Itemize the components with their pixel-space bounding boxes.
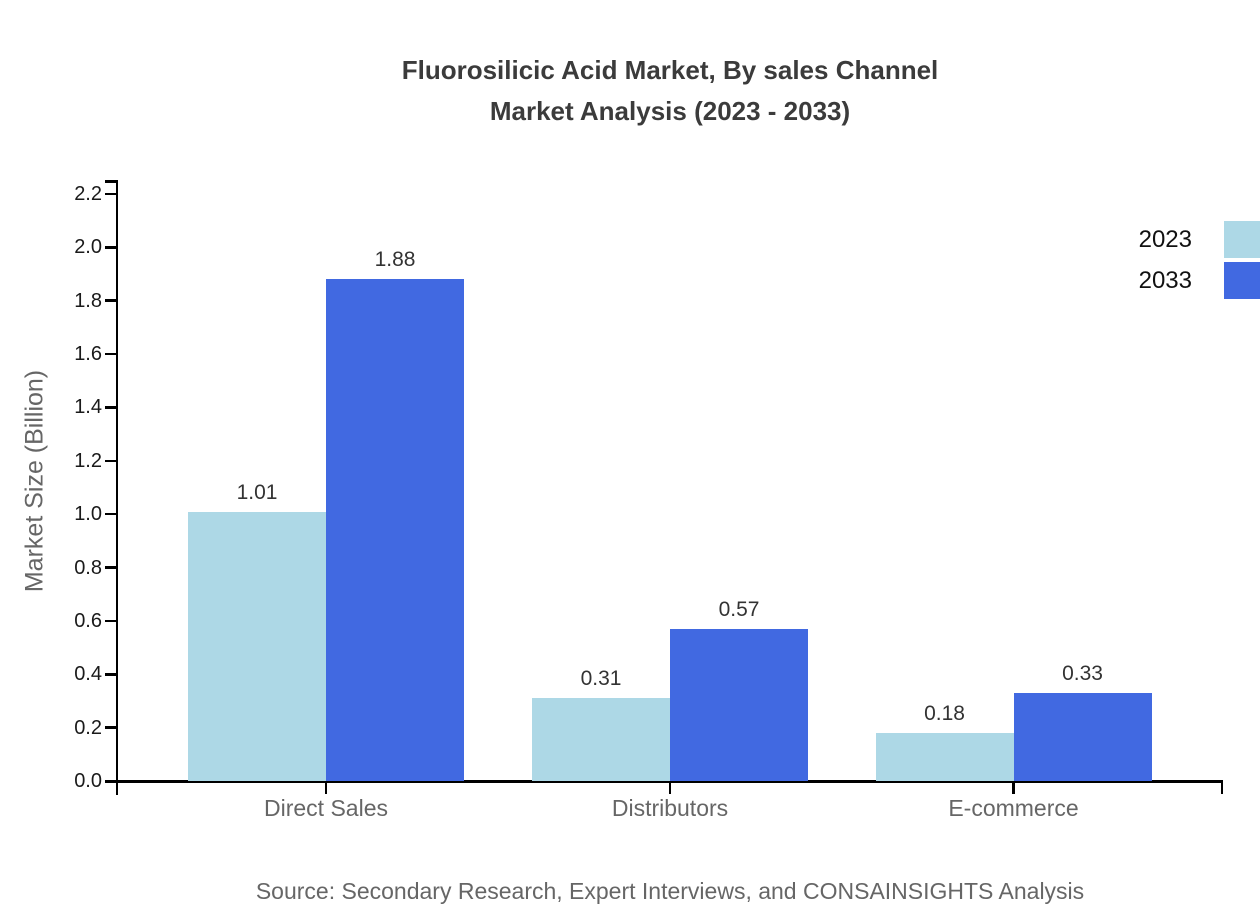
y-tick <box>105 299 118 302</box>
x-axis-spine <box>105 780 1223 783</box>
bar-2023-distributors <box>532 698 670 781</box>
bar-value-label: 0.57 <box>718 597 760 621</box>
bar-2023-direct-sales <box>188 511 326 781</box>
y-tick <box>105 352 118 356</box>
y-tick-label: 1.4 <box>74 396 102 419</box>
bar-value-label: 1.01 <box>236 480 278 504</box>
y-tick-label: 2.2 <box>74 182 102 205</box>
source-note: Source: Secondary Research, Expert Inter… <box>255 878 1085 904</box>
x-axis-end-tick <box>1220 781 1223 794</box>
x-category-label: Distributors <box>611 795 729 821</box>
y-tick-label: 1.8 <box>74 289 102 312</box>
y-tick <box>105 779 118 783</box>
bar-value-label: 0.33 <box>1062 661 1103 685</box>
bar-2033-direct-sales <box>326 279 464 781</box>
x-tick <box>1012 781 1015 794</box>
legend-swatch <box>1224 262 1260 299</box>
y-tick-label: 1.6 <box>74 343 102 366</box>
y-axis-end-tick <box>105 180 118 183</box>
x-category-label: Direct Sales <box>264 795 388 821</box>
legend-swatch <box>1224 221 1260 258</box>
y-tick-label: 0.6 <box>74 609 102 632</box>
y-tick <box>105 459 118 463</box>
legend-label: 2023 <box>1138 225 1192 253</box>
chart-title: Fluorosilicic Acid Market, By sales Chan… <box>80 50 1260 132</box>
bar-2033-distributors <box>670 628 808 781</box>
bar-value-label: 1.88 <box>374 248 416 272</box>
y-axis-spine <box>115 181 118 795</box>
y-tick <box>105 406 118 409</box>
y-tick-label: 0.0 <box>74 770 102 792</box>
y-tick-label: 2.0 <box>74 236 102 259</box>
bar-value-label: 0.31 <box>580 667 622 691</box>
x-category-label: E-commerce <box>948 795 1079 821</box>
y-tick-label: 1.0 <box>74 503 102 526</box>
bar-value-label: 0.18 <box>924 701 965 725</box>
y-tick-label: 0.8 <box>74 556 102 579</box>
y-tick <box>105 673 118 676</box>
bar-2033-e-commerce <box>1013 692 1152 781</box>
y-tick <box>105 192 118 196</box>
y-tick <box>105 512 118 516</box>
legend-label: 2033 <box>1138 266 1192 294</box>
y-tick-label: 0.4 <box>74 663 102 686</box>
legend-item-2033: 2033 <box>1139 262 1260 299</box>
legend: 2023 2033 <box>1139 221 1260 299</box>
chart-title-line1: Fluorosilicic Acid Market, By sales Chan… <box>401 55 939 85</box>
y-tick-label: 0.2 <box>74 716 102 739</box>
y-tick <box>105 726 118 729</box>
y-tick <box>105 619 118 623</box>
y-tick-label: 1.2 <box>74 449 102 472</box>
x-tick <box>668 781 672 794</box>
legend-item-2023: 2023 <box>1139 221 1260 258</box>
y-tick <box>105 566 118 569</box>
chart-title-line2: Market Analysis (2023 - 2033) <box>489 96 851 126</box>
x-tick <box>324 781 328 794</box>
y-tick <box>105 246 118 249</box>
bar-2023-e-commerce <box>875 732 1014 781</box>
